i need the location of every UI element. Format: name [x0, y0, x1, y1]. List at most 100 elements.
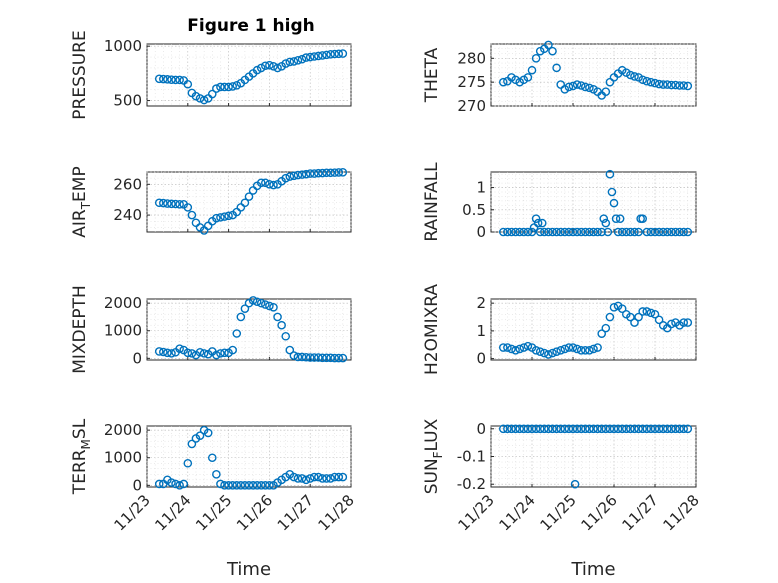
air_temp-point [187, 210, 197, 220]
h2omixra-point [585, 345, 594, 355]
h2omixra-point [531, 345, 541, 355]
air_temp-point [309, 169, 319, 178]
sun_flux-point [552, 424, 561, 434]
air_temp-point [183, 203, 193, 212]
h2omixra-point [630, 318, 639, 327]
terr_msl-xtick-label: 11/26 [233, 491, 276, 534]
rainfall-point [642, 227, 652, 237]
pressure-point [232, 81, 242, 90]
sun_flux-point [527, 424, 537, 434]
terr_msl-point [297, 474, 307, 483]
theta-ytick-label: 275 [457, 73, 486, 91]
air_temp-ytick-label: 240 [113, 206, 142, 224]
mixdepth-point [334, 353, 344, 363]
terr_msl-point [301, 475, 311, 485]
axes-air_temp: 240 260 AIRTEMP [70, 166, 352, 238]
h2omixra-point [642, 307, 652, 316]
terr_msl-point [256, 481, 266, 490]
rainfall-point [683, 227, 693, 237]
theta-point [527, 65, 537, 75]
rainfall-point [515, 227, 525, 237]
sun_flux-point [564, 424, 574, 434]
h2omixra-point [593, 343, 602, 352]
rainfall-point [568, 227, 578, 237]
h2omixra-point [564, 343, 574, 352]
theta-point [601, 87, 611, 96]
sun_flux-point [663, 424, 672, 434]
terr_msl-point [318, 474, 327, 483]
pressure-point [334, 49, 344, 59]
sun_flux-point [581, 424, 590, 434]
terr_msl-xtick-label: 11/23 [111, 491, 154, 534]
rainfall-ylabel: RAINFALL [422, 162, 442, 242]
h2omixra-point [638, 307, 648, 316]
rainfall-ytick-label: 1 [476, 179, 486, 197]
axes-mixdepth: 0 1000 2000 MIXDEPTH [70, 285, 352, 374]
sun_flux-point [658, 424, 668, 434]
theta-point [650, 78, 660, 88]
air_temp-point [244, 192, 254, 201]
theta-point [642, 76, 652, 86]
terr_msl-point [167, 478, 176, 487]
sun_flux-point [540, 424, 549, 434]
rainfall-point [658, 227, 668, 237]
terr_msl-point [228, 481, 237, 490]
rainfall-point [572, 227, 582, 237]
rainfall-point [675, 227, 684, 237]
sun_flux-point [560, 424, 570, 434]
pressure-point [289, 57, 299, 66]
mixdepth-point [314, 353, 323, 362]
rainfall-point [607, 187, 617, 197]
pressure-point [183, 79, 193, 89]
terr_msl-point [179, 479, 189, 489]
sun_flux-xtick-label: 11/24 [496, 491, 539, 534]
air_temp-point [330, 168, 339, 177]
rainfall-point [548, 227, 557, 237]
mixdepth-ytick-label: 2000 [104, 294, 142, 312]
terr_msl-point [261, 481, 270, 490]
mixdepth-point [322, 353, 331, 363]
pressure-point [163, 75, 172, 84]
mixdepth-point [236, 312, 246, 322]
theta-point [498, 77, 508, 87]
h2omixra-point [609, 303, 619, 312]
mixdepth-point [163, 348, 172, 358]
sun_flux-point [507, 424, 516, 434]
rainfall-point [527, 227, 537, 237]
mixdepth-point [330, 353, 339, 363]
sun_flux-point [646, 424, 656, 434]
h2omixra-point [548, 348, 557, 358]
sun_flux-point [511, 424, 520, 434]
air_temp-point [322, 168, 331, 178]
terr_msl-point [248, 481, 258, 490]
theta-point [548, 46, 557, 56]
pressure-point [322, 50, 331, 60]
air_temp-point [163, 199, 172, 208]
h2omixra-ytick-label: 1 [476, 322, 486, 340]
terr_msl-ylabel: TERRMSL [70, 418, 93, 495]
h2omixra-point [683, 318, 693, 327]
sun_flux-point [683, 424, 693, 434]
rainfall-point [523, 227, 533, 237]
pressure-point [318, 51, 327, 60]
mixdepth-ytick-label: 0 [132, 349, 142, 367]
rainfall-point [535, 227, 545, 237]
pressure-point [265, 60, 274, 70]
sun_flux-point [609, 424, 619, 434]
sun_flux-point [523, 424, 533, 434]
air_temp-point [224, 211, 233, 221]
terr_msl-axes-box [146, 425, 352, 488]
mixdepth-point [293, 352, 303, 362]
air_temp-ytick-label: 260 [113, 175, 142, 193]
mixdepth-point [261, 300, 270, 309]
rainfall-point [663, 227, 672, 237]
air_temp-point [281, 173, 291, 183]
pressure-point [220, 82, 229, 92]
rainfall-point [605, 169, 615, 179]
sun_flux-point [638, 424, 648, 434]
air_temp-point [256, 178, 266, 188]
terr_msl-point [216, 479, 225, 489]
sun_flux-ytick-label: -0.2 [457, 475, 486, 493]
